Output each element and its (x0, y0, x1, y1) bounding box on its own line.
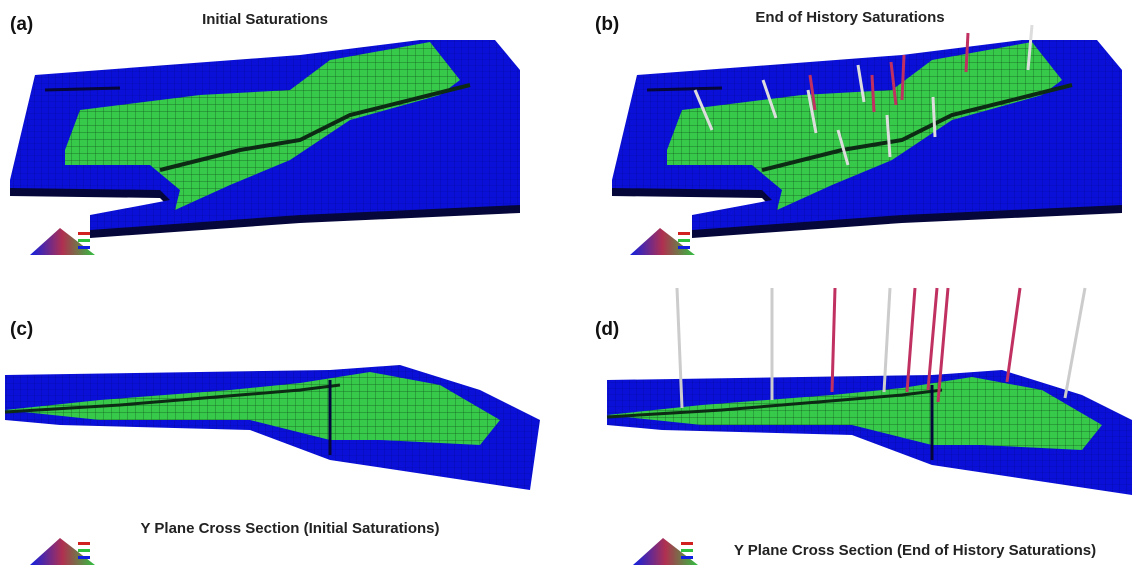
panel-b: (b) End of History Saturations (595, 9, 1122, 255)
legend-triangle (30, 228, 95, 255)
figure: (a) Initial Saturations (b) End of Histo… (0, 0, 1132, 575)
panel-label: (d) (595, 319, 619, 340)
panel-a: (a) Initial Saturations (10, 11, 520, 255)
panel-d: (d) Y Plane Cross Section (End of Histor… (595, 288, 1132, 565)
panel-label: (a) (10, 14, 33, 35)
panel-title: End of History Saturations (755, 9, 944, 26)
panel-title: Initial Saturations (202, 11, 328, 28)
cross-section (607, 370, 1132, 495)
legend-triangle (630, 228, 695, 255)
panel-label: (c) (10, 319, 33, 340)
panel-c: (c) Y Plane Cross Section (Initial Satur… (5, 319, 540, 565)
legend-triangle (30, 538, 95, 565)
legend-triangle (633, 538, 698, 565)
panel-title: Y Plane Cross Section (End of History Sa… (734, 542, 1096, 559)
panel-title: Y Plane Cross Section (Initial Saturatio… (141, 520, 440, 537)
reservoir-model (612, 40, 1122, 238)
panel-label: (b) (595, 14, 619, 35)
reservoir-model (10, 40, 520, 238)
cross-section (5, 365, 540, 490)
